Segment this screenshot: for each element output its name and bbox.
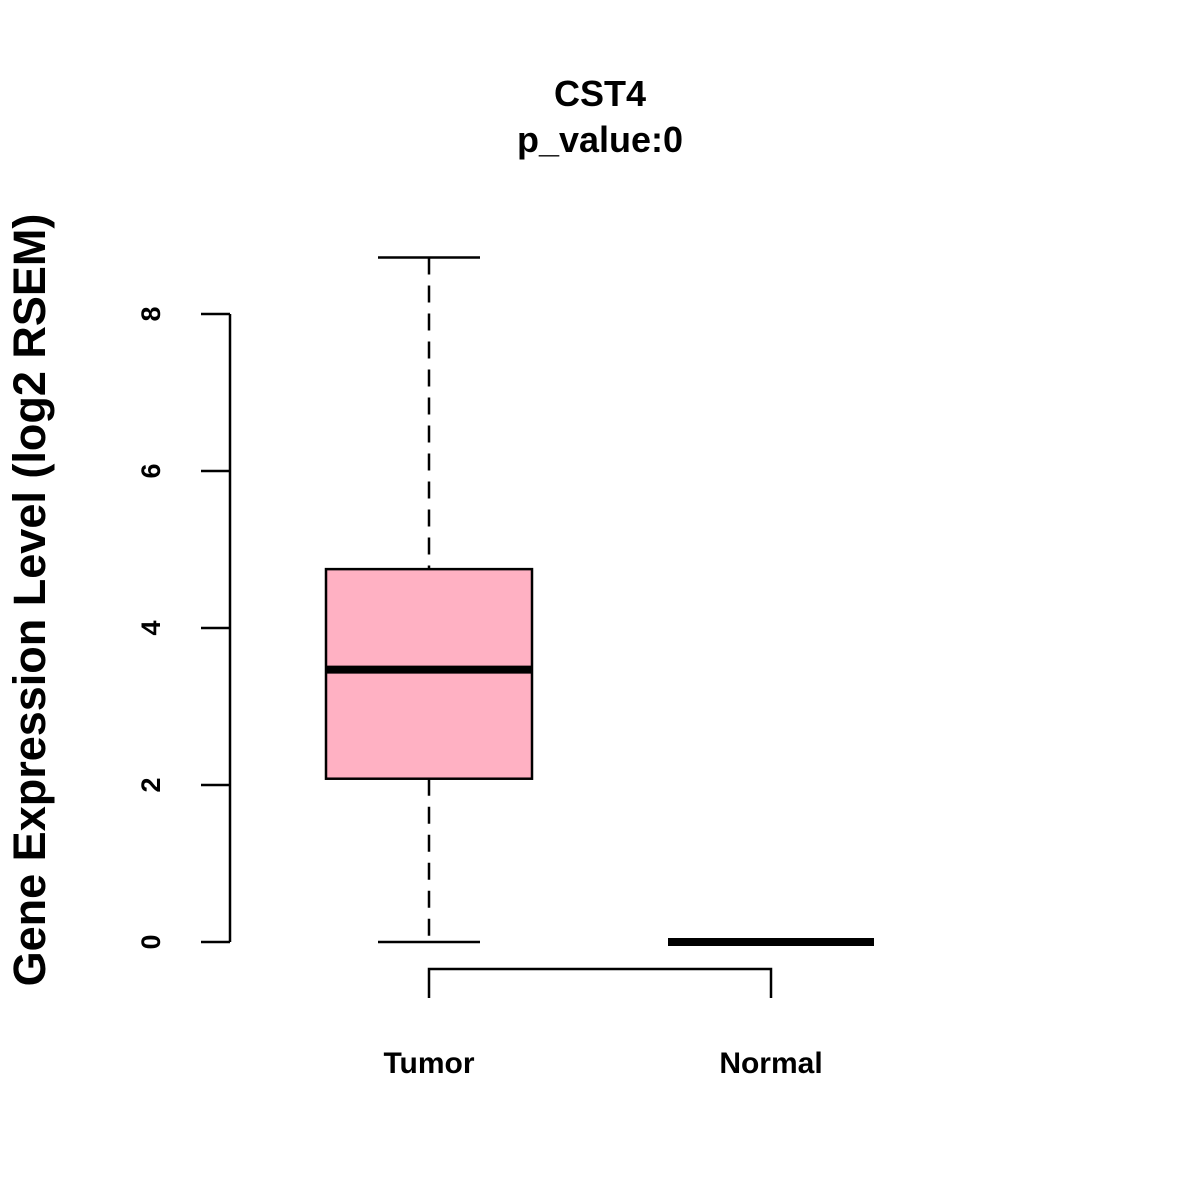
category-labels: Tumor Normal (383, 1047, 822, 1080)
y-tick-label: 4 (136, 620, 166, 635)
y-tick-label: 6 (136, 463, 166, 478)
category-label-normal: Normal (719, 1047, 822, 1080)
comparison-bracket (427, 967, 773, 998)
y-axis-label: Gene Expression Level (log2 RSEM) (4, 214, 55, 987)
bracket-line (427, 967, 773, 998)
box-tumor (324, 256, 534, 944)
boxes-group (324, 256, 874, 946)
box-body (324, 567, 534, 780)
category-label-tumor: Tumor (383, 1047, 474, 1080)
y-tick-label: 8 (136, 306, 166, 321)
y-axis: 0 2 4 6 8 (136, 306, 232, 950)
y-tick-label: 2 (136, 777, 166, 792)
chart-subtitle: p_value:0 (517, 119, 683, 160)
y-tick-label: 0 (136, 934, 166, 949)
chart-title: CST4 (554, 73, 646, 114)
